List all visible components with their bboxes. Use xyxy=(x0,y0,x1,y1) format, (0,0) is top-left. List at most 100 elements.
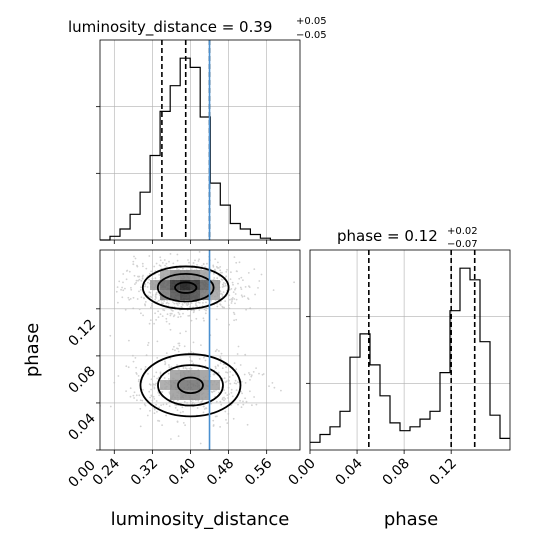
scatter-point xyxy=(164,360,166,363)
scatter-point xyxy=(172,400,175,402)
scatter-point xyxy=(198,358,201,360)
scatter-point xyxy=(145,354,148,357)
scatter-point xyxy=(240,380,243,383)
scatter-point xyxy=(167,372,170,375)
scatter-point xyxy=(191,360,193,363)
scatter-point xyxy=(125,365,128,368)
density-block xyxy=(180,370,190,380)
scatter-point xyxy=(220,403,223,406)
phase-title-sup: +0.02 xyxy=(447,226,478,237)
scatter-point xyxy=(129,395,132,398)
scatter-point xyxy=(222,285,225,287)
scatter-point xyxy=(227,413,230,415)
xlabel-luminosity-distance: luminosity_distance xyxy=(111,509,290,530)
scatter-point xyxy=(178,344,181,347)
scatter-point xyxy=(162,403,165,406)
density-block xyxy=(200,370,210,380)
scatter-point xyxy=(150,378,153,381)
scatter-point xyxy=(230,388,233,391)
scatter-point xyxy=(241,392,244,395)
scatter-point xyxy=(140,368,143,371)
scatter-point xyxy=(293,281,295,284)
scatter-point xyxy=(164,362,167,364)
scatter-point xyxy=(170,241,172,243)
scatter-point xyxy=(154,277,157,280)
scatter-point xyxy=(206,262,208,265)
density-block xyxy=(190,370,200,380)
scatter-point xyxy=(227,304,230,307)
scatter-point xyxy=(242,400,244,403)
scatter-point xyxy=(140,279,143,282)
scatter-point xyxy=(235,389,238,391)
scatter-point xyxy=(192,244,194,246)
scatter-point xyxy=(221,398,224,401)
scatter-point xyxy=(200,344,202,346)
scatter-point xyxy=(212,425,215,427)
scatter-point xyxy=(231,281,234,284)
scatter-point xyxy=(117,375,120,377)
scatter-point xyxy=(169,253,172,255)
scatter-point xyxy=(235,318,238,321)
scatter-point xyxy=(132,263,135,266)
scatter-point xyxy=(139,407,142,410)
scatter-point xyxy=(192,362,195,365)
scatter-point xyxy=(134,357,137,359)
scatter-point xyxy=(147,281,149,284)
scatter-point xyxy=(210,299,213,302)
scatter-point xyxy=(197,399,200,402)
scatter-point xyxy=(181,303,184,306)
scatter-point xyxy=(167,302,170,305)
scatter-point xyxy=(244,286,247,288)
scatter-point xyxy=(232,291,235,293)
scatter-point xyxy=(165,414,168,417)
scatter-point xyxy=(233,362,236,364)
scatter-point xyxy=(190,351,193,353)
scatter-point xyxy=(220,292,223,295)
scatter-point xyxy=(127,339,130,342)
scatter-point xyxy=(117,301,119,304)
scatter-point xyxy=(156,377,159,380)
scatter-point xyxy=(237,345,240,348)
scatter-point xyxy=(151,304,153,307)
scatter-point xyxy=(192,311,195,314)
scatter-point xyxy=(212,264,215,267)
scatter-point xyxy=(221,367,224,370)
scatter-point xyxy=(139,289,142,291)
scatter-point xyxy=(136,298,139,300)
scatter-point xyxy=(166,313,169,316)
ld-frame xyxy=(99,39,301,241)
scatter-point xyxy=(155,291,158,294)
ph-hist-group xyxy=(306,250,510,450)
ld-hist-group xyxy=(96,40,300,241)
scatter-point xyxy=(230,391,233,394)
scatter-point xyxy=(148,278,151,281)
scatter-point xyxy=(173,314,176,316)
scatter-point xyxy=(234,379,237,382)
scatter-point xyxy=(213,277,216,279)
density-block xyxy=(190,290,200,300)
scatter-point xyxy=(229,371,232,373)
scatter-point xyxy=(202,262,205,265)
scatter-point xyxy=(168,366,171,368)
scatter-point xyxy=(204,359,207,362)
scatter-point xyxy=(248,286,251,288)
scatter-point xyxy=(253,268,256,270)
density-block xyxy=(170,390,180,400)
scatter-point xyxy=(151,277,154,280)
scatter-point xyxy=(158,299,160,302)
scatter-point xyxy=(115,290,118,293)
scatter-point xyxy=(172,262,175,265)
scatter-point xyxy=(215,400,218,403)
scatter-point xyxy=(160,299,163,302)
scatter-point xyxy=(255,403,258,406)
ph-histogram-step xyxy=(310,267,510,443)
scatter-point xyxy=(155,262,158,265)
scatter-point xyxy=(169,328,172,331)
scatter-point xyxy=(165,317,168,320)
scatter-point xyxy=(177,301,180,304)
scatter-point xyxy=(174,406,177,409)
scatter-point xyxy=(202,302,204,304)
scatter-point xyxy=(196,407,199,409)
scatter-point xyxy=(155,319,158,321)
